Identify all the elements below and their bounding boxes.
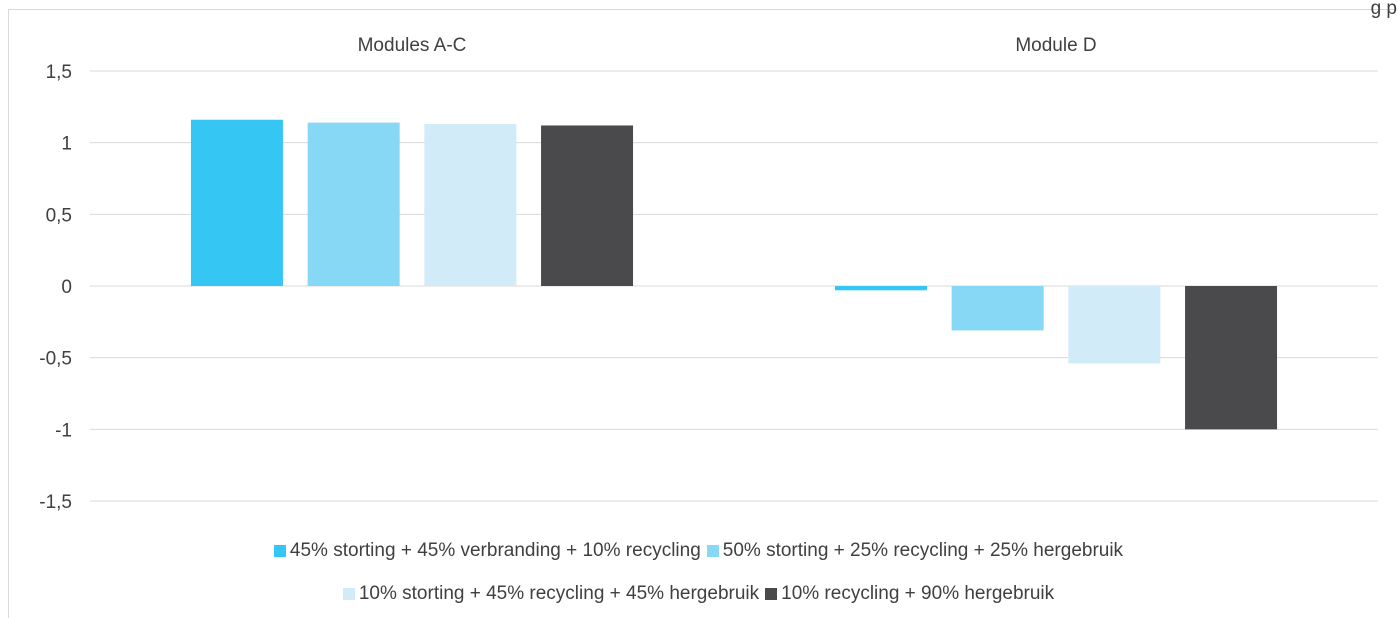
chart-frame: g p [8,0,1397,618]
y-tick-label: -0,5 [39,349,72,370]
bar [541,125,634,286]
legend-label: 10% storting + 45% recycling + 45% herge… [358,583,760,604]
legend-row-2: 10% storting + 45% recycling + 45% herge… [0,583,1397,605]
y-tick-label: -1 [55,420,72,441]
category-label: Modules A-C [358,35,467,56]
legend-row-1: 45% storting + 45% verbranding + 10% rec… [0,540,1397,562]
bar [951,286,1044,331]
legend-item: 10% storting + 45% recycling + 45% herge… [342,583,760,605]
bar [190,119,283,286]
legend-label: 50% storting + 25% recycling + 25% herge… [722,540,1124,561]
category-label: Module D [1015,35,1096,56]
legend-item: 10% recycling + 90% hergebruik [765,583,1054,605]
legend-swatch [273,545,286,557]
legend-swatch [342,588,355,600]
bar [834,286,927,291]
legend-label: 10% recycling + 90% hergebruik [781,583,1055,604]
y-tick-label: 1 [61,134,72,155]
bar [1185,286,1278,430]
y-tick-label: -1,5 [39,492,72,513]
y-tick-label: 1,5 [46,62,72,83]
y-tick-label: 0 [61,277,72,298]
y-tick-label: 0,5 [46,205,72,226]
legend-item: 45% storting + 45% verbranding + 10% rec… [273,540,701,562]
bar [307,122,400,286]
legend-swatch [765,588,778,600]
legend-swatch [706,545,719,557]
bar [424,124,517,287]
legend-label: 45% storting + 45% verbranding + 10% rec… [289,540,701,561]
legend-item: 50% storting + 25% recycling + 25% herge… [706,540,1124,562]
bar [1068,286,1161,364]
corner-text: g p [1370,0,1397,19]
